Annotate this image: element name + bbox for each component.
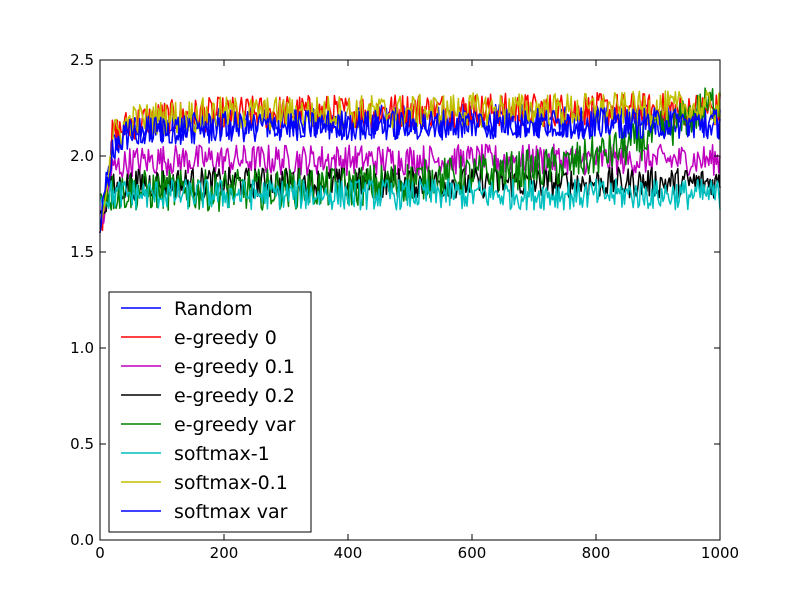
plot-frame [99, 59, 721, 541]
x-tick-label: 200 [210, 544, 239, 562]
series-line-softmax-1 [99, 178, 721, 211]
legend-box [108, 291, 312, 533]
legend-label: e-greedy var [174, 414, 296, 436]
axis-ticks: 0 200 400 600 800 1000 0.0 0.5 1.0 1.5 2.0 2.5 [70, 51, 739, 562]
legend-label: softmax var [174, 501, 288, 523]
y-tick-label: 0.5 [70, 435, 94, 453]
x-tick-label: 800 [582, 544, 611, 562]
legend-label: e-greedy 0.2 [174, 385, 295, 407]
y-tick-label: 2.0 [70, 147, 94, 165]
x-tick-label: 0 [95, 544, 105, 562]
y-tick-label: 1.5 [70, 243, 94, 261]
legend: Random e-greedy 0 e-greedy 0.1 e-greedy 0.2… [108, 291, 312, 533]
series-line-e-greedy-0-1 [99, 143, 721, 233]
x-tick-label: 400 [334, 544, 363, 562]
legend-label: e-greedy 0 [174, 327, 277, 349]
x-tick-label: 600 [458, 544, 487, 562]
series-line-softmax-0-1 [99, 90, 721, 233]
series-line-softmax-var [99, 107, 721, 233]
y-tick-label: 0.0 [70, 531, 94, 549]
legend-label: Random [174, 298, 253, 320]
y-tick-label: 1.0 [70, 339, 94, 357]
x-tick-label: 1000 [701, 544, 739, 562]
legend-label: softmax-1 [174, 443, 270, 465]
series-layer [99, 87, 721, 233]
y-tick-label: 2.5 [70, 51, 94, 69]
legend-label: softmax-0.1 [174, 472, 288, 494]
legend-label: e-greedy 0.1 [174, 356, 295, 378]
